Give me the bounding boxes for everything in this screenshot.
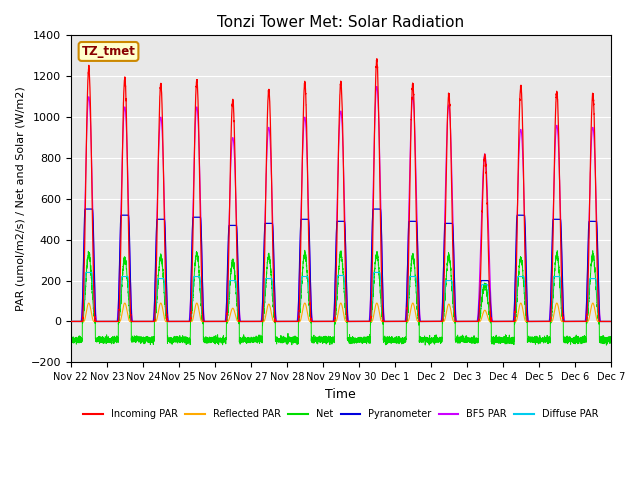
Reflected PAR (85, 300, 93, 306)
Line: Pyranometer: Pyranometer (71, 209, 611, 322)
Incoming PAR (323, 319, 330, 324)
Pyranometer (584, 238, 592, 244)
Diffuse PAR (250, 319, 258, 324)
Line: Incoming PAR: Incoming PAR (71, 59, 611, 322)
Reflected PAR (323, 319, 330, 324)
Net (461, 336, 469, 342)
Net (578, 337, 586, 343)
Reflected PAR (250, 319, 258, 324)
Reflected PAR (67, 319, 75, 324)
Incoming PAR (271, 319, 279, 325)
Diffuse PAR (461, 319, 469, 324)
Pyranometer (607, 319, 614, 324)
Y-axis label: PAR (umol/m2/s) / Net and Solar (W/m2): PAR (umol/m2/s) / Net and Solar (W/m2) (15, 86, 25, 311)
Text: TZ_tmet: TZ_tmet (81, 45, 136, 58)
BF5 PAR (67, 319, 75, 324)
BF5 PAR (461, 319, 469, 324)
BF5 PAR (250, 319, 258, 324)
Legend: Incoming PAR, Reflected PAR, Net, Pyranometer, BF5 PAR, Diffuse PAR: Incoming PAR, Reflected PAR, Net, Pyrano… (79, 405, 602, 423)
BF5 PAR (607, 319, 614, 324)
Incoming PAR (250, 319, 258, 324)
Line: Diffuse PAR: Diffuse PAR (71, 273, 611, 322)
Pyranometer (81, 206, 89, 212)
Reflected PAR (578, 319, 586, 324)
Pyranometer (461, 319, 469, 324)
BF5 PAR (373, 84, 381, 89)
Incoming PAR (584, 274, 592, 279)
Incoming PAR (607, 319, 614, 324)
Diffuse PAR (578, 319, 586, 324)
Diffuse PAR (477, 289, 484, 295)
Net (67, 336, 75, 342)
Reflected PAR (461, 319, 469, 324)
Incoming PAR (578, 319, 586, 324)
Pyranometer (250, 319, 258, 324)
Reflected PAR (477, 317, 484, 323)
X-axis label: Time: Time (325, 388, 356, 401)
Net (250, 336, 258, 342)
Diffuse PAR (323, 319, 330, 324)
BF5 PAR (578, 319, 586, 324)
BF5 PAR (584, 248, 592, 253)
Net (477, 306, 484, 312)
Net (607, 339, 614, 345)
Net (602, 342, 610, 348)
Diffuse PAR (584, 296, 592, 302)
Net (584, 308, 592, 314)
Incoming PAR (67, 319, 75, 324)
Line: Reflected PAR: Reflected PAR (71, 303, 611, 322)
Diffuse PAR (607, 319, 614, 324)
Net (323, 337, 330, 343)
Incoming PAR (477, 263, 484, 269)
Diffuse PAR (67, 319, 75, 324)
Pyranometer (578, 319, 586, 324)
Line: BF5 PAR: BF5 PAR (71, 86, 611, 322)
Title: Tonzi Tower Met: Solar Radiation: Tonzi Tower Met: Solar Radiation (217, 15, 465, 30)
Reflected PAR (584, 318, 592, 324)
BF5 PAR (323, 319, 330, 324)
BF5 PAR (477, 236, 484, 241)
Incoming PAR (373, 56, 381, 61)
Reflected PAR (607, 319, 614, 324)
Incoming PAR (462, 319, 470, 324)
Diffuse PAR (82, 270, 90, 276)
Pyranometer (477, 279, 484, 285)
Pyranometer (323, 319, 330, 324)
Line: Net: Net (71, 250, 611, 345)
Pyranometer (67, 319, 75, 324)
Net (301, 247, 308, 253)
